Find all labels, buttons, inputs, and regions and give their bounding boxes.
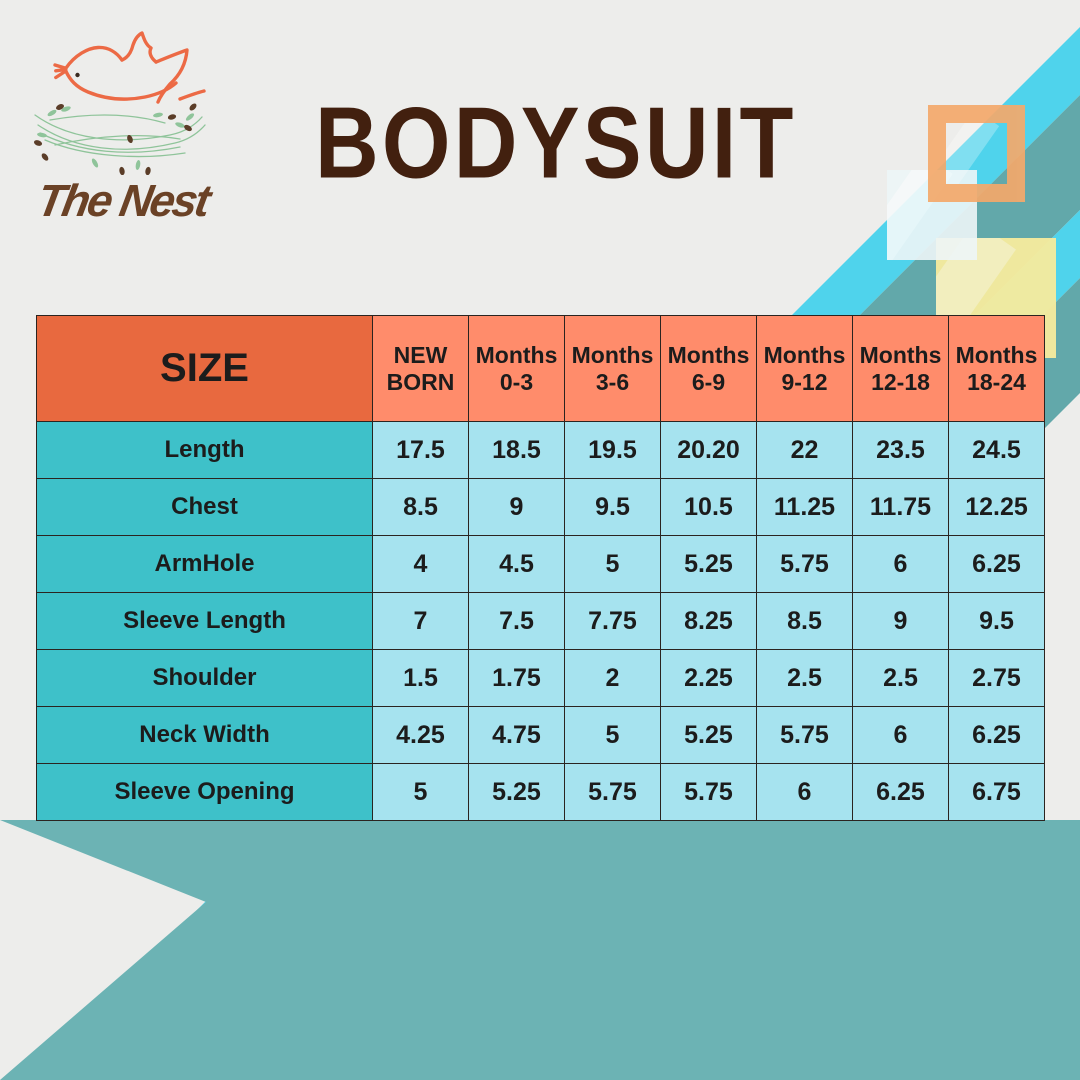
- svg-text:The Nest: The Nest: [33, 175, 217, 226]
